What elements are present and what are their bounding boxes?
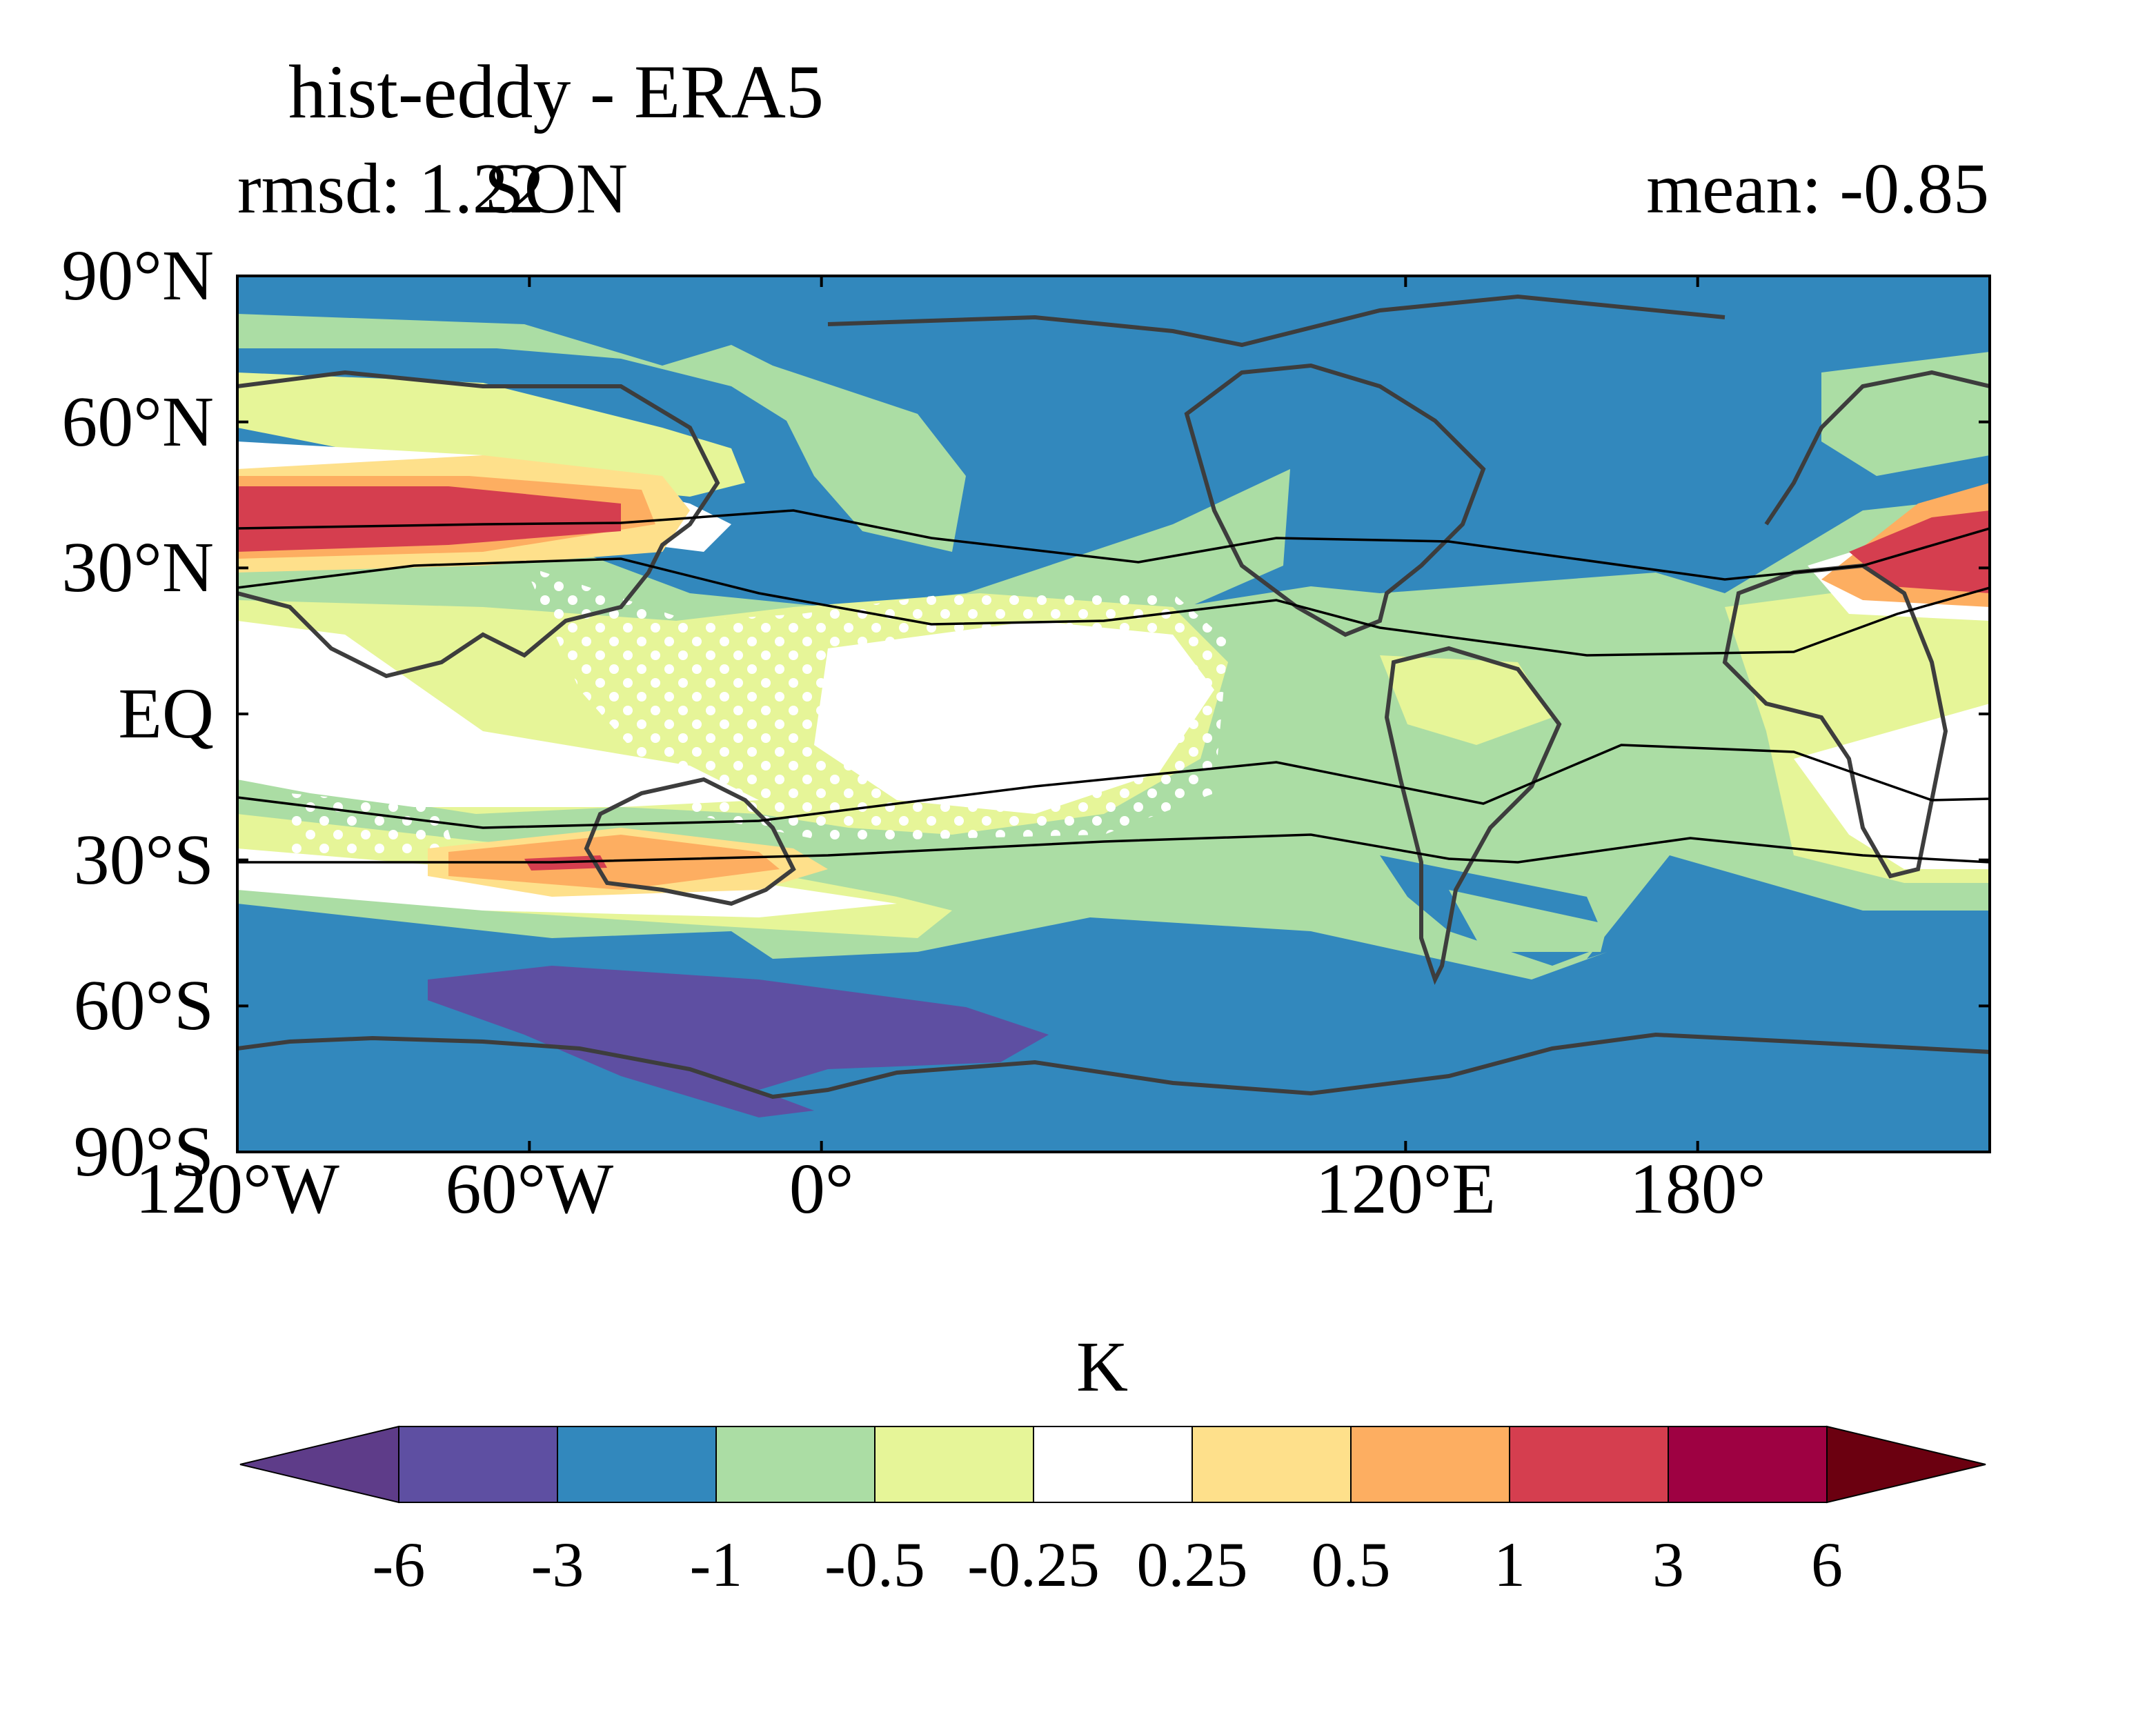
colorbar-tick-label: 1 xyxy=(1494,1529,1525,1600)
y-tick-label: 60°S xyxy=(73,966,214,1046)
colorbar-tick-label: 0.25 xyxy=(1136,1529,1248,1600)
y-tick-label: EQ xyxy=(118,674,214,753)
y-tick-label: 60°N xyxy=(61,381,214,461)
colorbar-tick-label: -0.25 xyxy=(967,1529,1100,1600)
colorbar-tick-label: 0.5 xyxy=(1311,1529,1391,1600)
colorbar-tick-label: 3 xyxy=(1652,1529,1684,1600)
x-tick-label: 120°E xyxy=(1315,1149,1496,1229)
x-tick-label: 180° xyxy=(1629,1149,1766,1229)
southern-ocean-cold-core xyxy=(428,966,1049,1117)
coastlines xyxy=(237,294,1990,1100)
figure-title: hist-eddy - ERA5 xyxy=(288,50,824,134)
colorbar-extend-high xyxy=(1826,1425,1986,1504)
y-tick-label: 30°N xyxy=(61,528,214,608)
colorbar-segment xyxy=(1668,1426,1828,1503)
north-asia-warm-core xyxy=(237,486,621,552)
jet-contours xyxy=(237,509,1990,864)
colorbar-segment xyxy=(1033,1426,1193,1503)
x-tick-label: 60°W xyxy=(445,1149,614,1229)
y-tick-label: 90°N xyxy=(61,236,214,315)
colorbar-unit: K xyxy=(1076,1327,1129,1406)
colorbar-tick-label: -3 xyxy=(531,1529,584,1600)
colorbar-tick-label: 6 xyxy=(1811,1529,1843,1600)
colorbar-tick-label: -0.5 xyxy=(824,1529,925,1600)
colorbar-segment xyxy=(715,1426,876,1503)
middle-east-warm-core xyxy=(1849,510,1990,593)
rmsd-label: rmsd: 1.22 xyxy=(237,149,544,228)
colorbar xyxy=(239,1425,1986,1504)
stipple-region xyxy=(524,566,1228,842)
colorbar-tick-label: -1 xyxy=(689,1529,743,1600)
colorbar-segment xyxy=(1191,1426,1352,1503)
colorbar-tick-label: -6 xyxy=(372,1529,426,1600)
y-tick-label: 30°S xyxy=(73,819,214,899)
x-tick-label: 0° xyxy=(789,1149,854,1229)
x-tick-label: 120°W xyxy=(135,1149,339,1229)
y-tick-label: 90°S xyxy=(73,1112,214,1191)
map-field xyxy=(237,276,1990,1152)
colorbar-extend-low xyxy=(239,1425,399,1504)
colorbar-segment xyxy=(874,1426,1034,1503)
colorbar-segment xyxy=(398,1426,558,1503)
colorbar-segment xyxy=(557,1426,717,1503)
season-label: SON xyxy=(484,149,629,228)
colorbar-segment xyxy=(1509,1426,1669,1503)
colorbar-segment xyxy=(1350,1426,1510,1503)
axis-ticks xyxy=(236,275,1990,1153)
mean-label: mean: -0.85 xyxy=(1646,149,1989,228)
